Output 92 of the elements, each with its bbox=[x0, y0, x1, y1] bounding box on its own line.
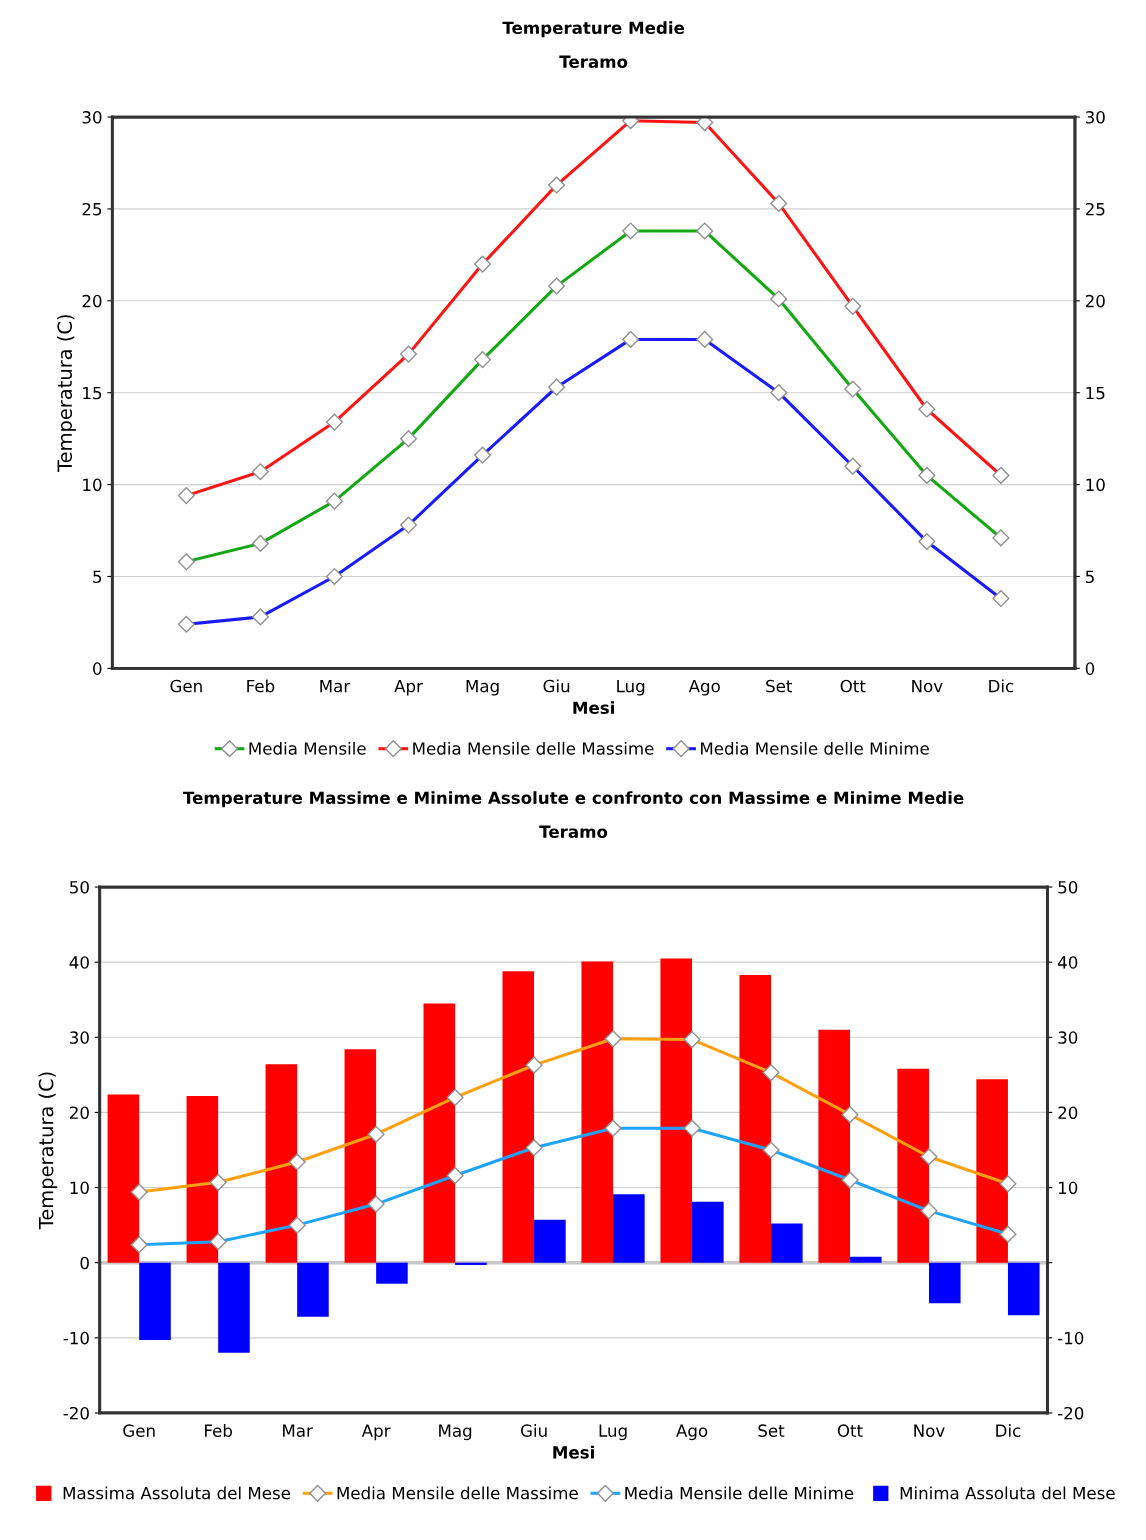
x-tick-label: Dic bbox=[996, 1424, 1021, 1437]
y-tick-label: 15 bbox=[83, 386, 102, 400]
bar bbox=[739, 974, 772, 1263]
x-tick-label: Apr bbox=[361, 1424, 391, 1441]
x-axis-title: Mesi bbox=[553, 1445, 594, 1459]
y-tick-label: 10 bbox=[70, 1181, 89, 1195]
legend-label: Media Mensile delle Minime bbox=[701, 741, 929, 755]
x-tick-label: Ott bbox=[837, 1424, 863, 1437]
bar bbox=[534, 1219, 566, 1263]
legend-label: Media Mensile delle Massime bbox=[337, 1486, 578, 1500]
x-tick-label: Giu bbox=[543, 679, 570, 693]
x-tick-label: Gen bbox=[170, 679, 202, 693]
y-tick-label: 10 bbox=[83, 478, 102, 492]
chart-subtitle: Teramo bbox=[559, 55, 628, 68]
y2-tick-label: 15 bbox=[1086, 386, 1105, 400]
bar bbox=[692, 1201, 724, 1263]
y2-tick-label: 5 bbox=[1085, 570, 1094, 584]
legend-label: Minima Assoluta del Mese bbox=[900, 1486, 1115, 1500]
x-tick-label: Giu bbox=[520, 1424, 547, 1437]
bar bbox=[613, 1194, 645, 1263]
y-tick-label: 30 bbox=[70, 1031, 89, 1044]
bar bbox=[455, 1262, 487, 1265]
y-tick-label: 40 bbox=[69, 956, 89, 969]
x-tick-label: Apr bbox=[394, 679, 423, 696]
bar bbox=[218, 1262, 250, 1353]
y2-tick-label: -20 bbox=[1057, 1406, 1084, 1420]
x-tick-label: Ott bbox=[840, 679, 866, 693]
x-tick-label: Nov bbox=[914, 1424, 945, 1437]
bar bbox=[344, 1049, 377, 1263]
bar bbox=[297, 1262, 329, 1317]
bar bbox=[928, 1262, 961, 1304]
y-tick-label: 20 bbox=[69, 1106, 89, 1119]
x-tick-label: Feb bbox=[247, 679, 275, 693]
bar bbox=[771, 1223, 803, 1263]
legend-label: Massima Assoluta del Mese bbox=[63, 1486, 291, 1500]
bar bbox=[186, 1095, 219, 1263]
bar bbox=[139, 1262, 171, 1341]
y-tick-label: 50 bbox=[70, 881, 89, 894]
y2-tick-label: 10 bbox=[1086, 478, 1105, 492]
chart-title: Temperature Medie bbox=[502, 21, 685, 38]
bar bbox=[897, 1068, 929, 1263]
y2-tick-label: 30 bbox=[1058, 1031, 1078, 1044]
bar bbox=[581, 961, 614, 1263]
bar bbox=[502, 971, 535, 1263]
chart-title: Temperature Massime e Minime Assolute e confronto con Massime e Minime Medie bbox=[183, 791, 964, 808]
x-axis-title: Mesi bbox=[573, 701, 614, 715]
x-tick-label: Mag bbox=[439, 1424, 472, 1441]
y2-tick-label: 50 bbox=[1058, 881, 1078, 894]
y2-tick-label: -10 bbox=[1057, 1331, 1084, 1345]
y2-tick-label: 30 bbox=[1085, 111, 1105, 124]
x-tick-label: Ago bbox=[688, 679, 720, 696]
x-tick-label: Set bbox=[758, 1424, 785, 1437]
y-axis-title: Temperatura (C) bbox=[57, 315, 76, 472]
y-axis-title: Temperatura (C) bbox=[38, 1072, 58, 1230]
y-tick-label: 30 bbox=[82, 111, 102, 124]
x-tick-label: Mar bbox=[320, 679, 351, 693]
x-tick-label: Gen bbox=[123, 1424, 155, 1437]
bar bbox=[107, 1094, 140, 1263]
y2-tick-label: 20 bbox=[1085, 294, 1105, 308]
legend-label: Media Mensile delle Massime bbox=[413, 741, 654, 755]
y-tick-label: 20 bbox=[82, 294, 102, 308]
bar bbox=[1007, 1262, 1040, 1316]
bar bbox=[423, 1003, 456, 1263]
x-tick-label: Lug bbox=[599, 1424, 627, 1441]
bar bbox=[376, 1262, 408, 1284]
y2-tick-label: 20 bbox=[1058, 1106, 1078, 1119]
y-tick-label: 25 bbox=[82, 202, 102, 216]
bar bbox=[850, 1256, 882, 1263]
y-tick-label: 5 bbox=[93, 570, 102, 584]
y-tick-label: 0 bbox=[80, 1256, 89, 1270]
chart-subtitle: Teramo bbox=[539, 825, 608, 838]
x-tick-label: Mar bbox=[283, 1424, 313, 1437]
y2-tick-label: 40 bbox=[1057, 956, 1078, 969]
bar bbox=[660, 958, 693, 1263]
x-tick-label: Nov bbox=[912, 679, 943, 693]
y-tick-label: 0 bbox=[93, 662, 102, 675]
x-tick-label: Ago bbox=[676, 1424, 708, 1441]
bar bbox=[976, 1079, 1008, 1263]
y2-tick-label: 10 bbox=[1059, 1181, 1078, 1195]
y-tick-label: -10 bbox=[63, 1331, 89, 1345]
legend-label: Media Mensile delle Minime bbox=[625, 1486, 854, 1500]
x-tick-label: Lug bbox=[617, 679, 645, 696]
bar bbox=[265, 1064, 298, 1263]
y-tick-label: -20 bbox=[63, 1406, 89, 1420]
x-tick-label: Mag bbox=[466, 679, 499, 696]
y2-tick-label: 25 bbox=[1085, 202, 1105, 216]
x-tick-label: Feb bbox=[205, 1424, 233, 1437]
y2-tick-label: 0 bbox=[1085, 662, 1095, 675]
x-tick-label: Dic bbox=[989, 679, 1014, 693]
bar bbox=[818, 1029, 850, 1263]
legend-label: Media Mensile bbox=[249, 741, 366, 755]
x-tick-label: Set bbox=[766, 679, 793, 693]
